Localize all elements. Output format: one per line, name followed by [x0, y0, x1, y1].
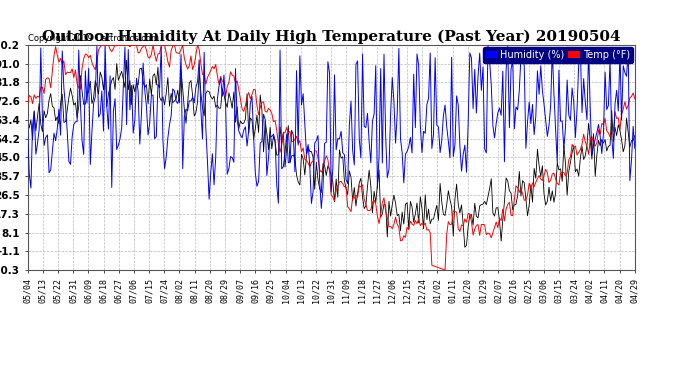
- Text: Copyright 2019 Cartronics.com: Copyright 2019 Cartronics.com: [28, 34, 159, 43]
- Title: Outdoor Humidity At Daily High Temperature (Past Year) 20190504: Outdoor Humidity At Daily High Temperatu…: [42, 30, 620, 44]
- Legend: Humidity (%), Temp (°F): Humidity (%), Temp (°F): [482, 47, 633, 63]
